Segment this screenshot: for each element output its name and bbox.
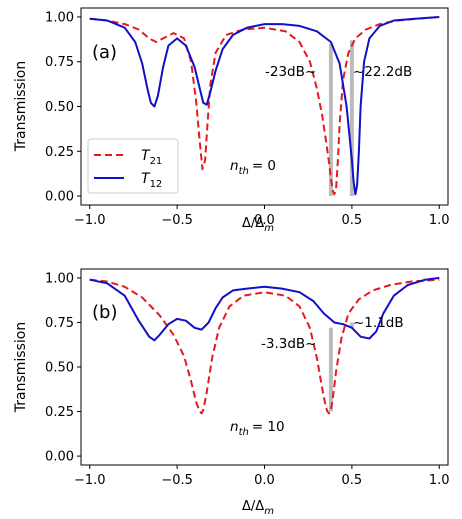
panel-a-xtick-label: 1.0: [429, 213, 450, 228]
panel-a-ytick-label: 0.50: [45, 100, 74, 115]
panel-a-ytick-label: 0.00: [45, 190, 74, 205]
legend-t12-label: T12: [141, 171, 162, 190]
panel-b-annotation-right: ~1.1dB: [353, 315, 404, 331]
panel-b-ylabel: Transmission: [13, 322, 29, 413]
panel-b-ytick-label: 0.50: [45, 361, 74, 376]
panel-a-annotation-left: -23dB~: [265, 64, 316, 80]
panel-b-series-t12: [89, 276, 440, 342]
panel-b-nth-label: nth = 10: [230, 419, 285, 438]
panel-b-xtick-label: −0.5: [161, 473, 193, 488]
panel-b: −1.0 −0.5 0.0 0.5 1.0 0.00 0.25 0.50 0.75 1.00 (…: [13, 268, 450, 517]
panel-b-xtick-label: 0.5: [342, 473, 363, 488]
panel-b-xtick-label: 1.0: [429, 473, 450, 488]
panel-a-ytick-label: 1.00: [45, 10, 74, 25]
panel-a-xtick-label: 0.5: [342, 213, 363, 228]
legend-box: [87, 138, 179, 194]
panel-a-label: (a): [92, 42, 117, 63]
panel-b-ytick-label: 0.00: [45, 450, 74, 465]
panel-a-xtick-label: −0.5: [161, 213, 193, 228]
panel-b-label: (b): [92, 302, 117, 323]
panel-b-ytick-label: 1.00: [45, 271, 74, 286]
panel-b-annotation-left: -3.3dB~: [261, 336, 316, 352]
panel-b-series-t21: [89, 278, 440, 415]
panel-b-xtick-label: 0.0: [254, 473, 275, 488]
panel-a-series-t21: [89, 16, 440, 196]
panel-a-nth-label: nth = 0: [230, 158, 276, 177]
panel-a-xtick-label: −1.0: [74, 213, 106, 228]
panel-b-ytick-label: 0.25: [45, 405, 74, 420]
panel-a-ytick-label: 0.75: [45, 55, 74, 70]
panel-a-xtick-label: 0.0: [254, 213, 275, 228]
legend-t21-label: T21: [141, 148, 162, 167]
panel-a-annotation-right: ~22.2dB: [353, 64, 412, 80]
legend: T21 T12: [87, 138, 179, 194]
panel-a-xlabel: Δ/Δm: [242, 216, 274, 234]
panel-a-ylabel: Transmission: [13, 61, 29, 152]
panel-b-xlabel: Δ/Δm: [242, 499, 274, 517]
panel-b-xtick-label: −1.0: [74, 473, 106, 488]
panel-a-series-t12: [89, 16, 440, 196]
panel-b-ytick-label: 0.75: [45, 316, 74, 331]
panel-a-ytick-label: 0.25: [45, 145, 74, 160]
panel-a: −1.0 −0.5 0.0 0.5 1.0 0.00 0.25 0.50 0.75 1.00 (…: [13, 7, 450, 234]
